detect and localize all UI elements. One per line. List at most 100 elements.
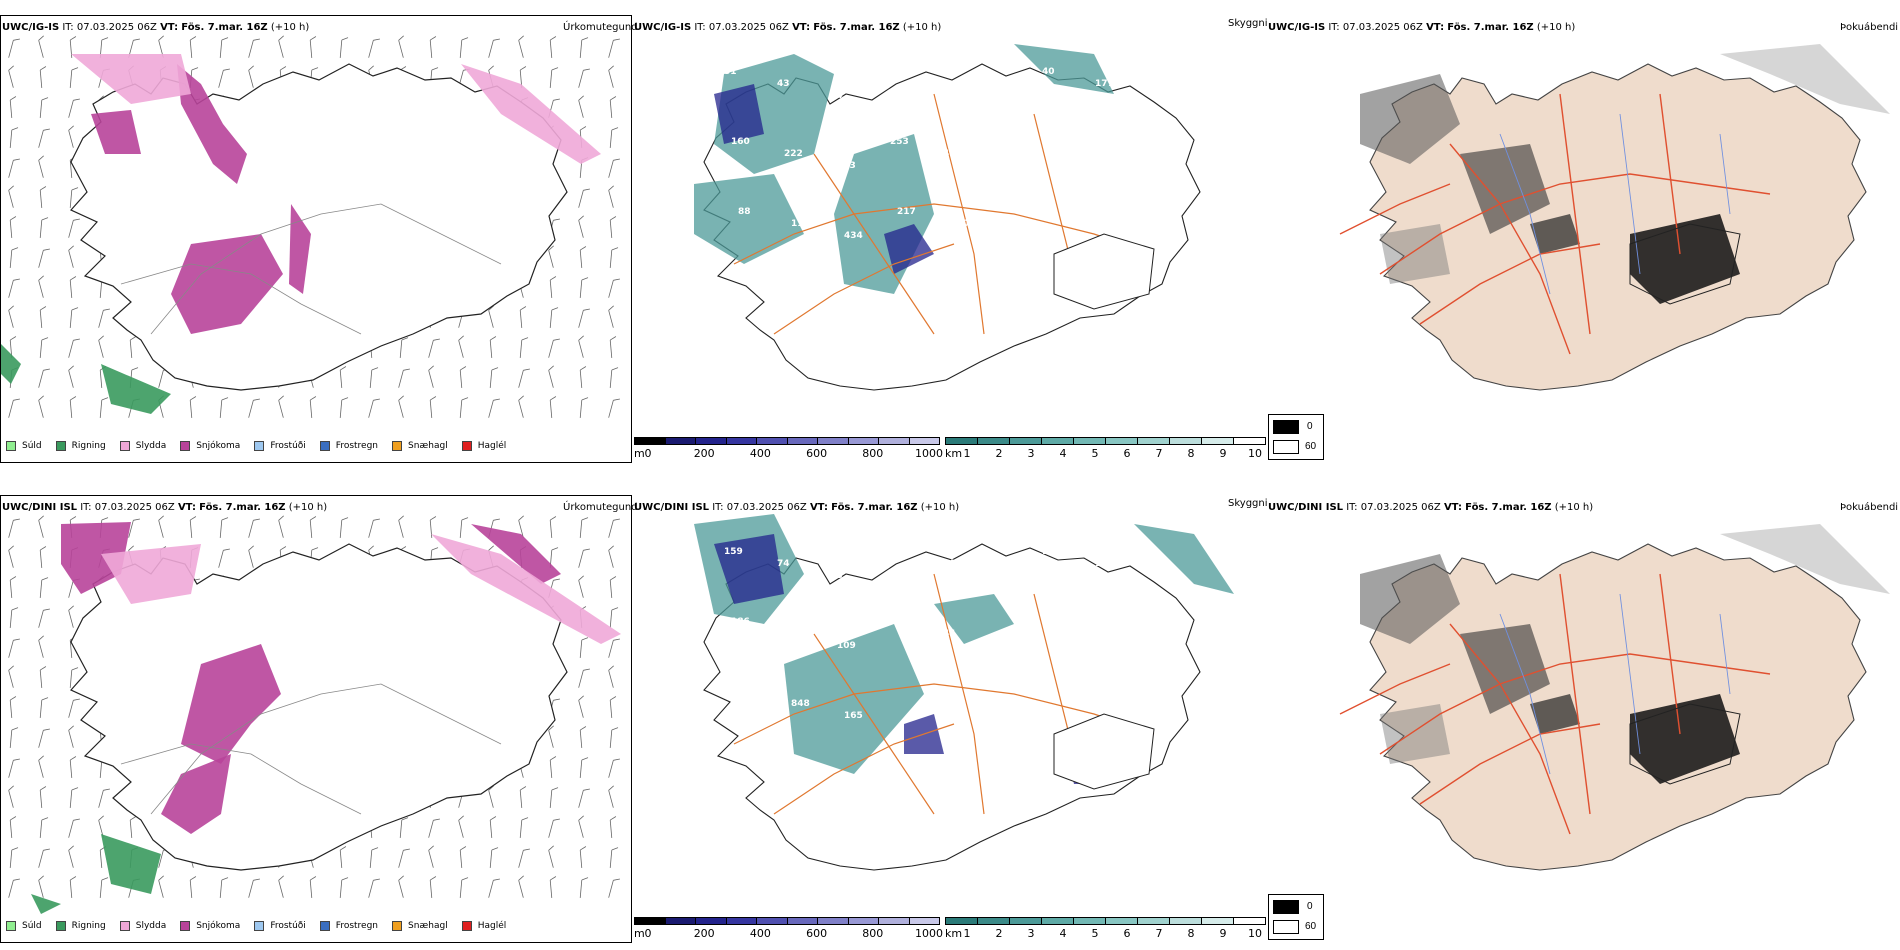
wind-barb-icon: [128, 518, 140, 538]
lead-time: (+10 h): [920, 502, 960, 513]
wind-barb-icon: [38, 128, 50, 148]
visibility-value-label: 105: [1042, 547, 1061, 557]
wind-barb-icon: [39, 97, 49, 119]
precip-title: Úrkomutegund: [563, 22, 638, 33]
legend-swatch: [180, 441, 191, 451]
it-value: 07.03.2025 06Z: [1360, 502, 1441, 513]
wind-barb-icon: [579, 726, 587, 749]
visibility-value-label: 111: [883, 547, 902, 557]
legend-item-rigning: Rigning: [55, 921, 106, 931]
wind-barb-icon: [9, 96, 17, 119]
wind-barb-icon: [608, 758, 620, 778]
colorbar-tick: 9: [1219, 927, 1227, 940]
road-line: [1419, 243, 1601, 325]
colorbar-segment: [908, 437, 940, 445]
precip-area: [91, 110, 141, 154]
it-label: IT:: [80, 502, 92, 513]
wind-barb-icon: [158, 875, 164, 898]
fog-indicator-area: [1630, 694, 1740, 784]
colorbar-segment: [1009, 917, 1042, 925]
glacier-outline: [1053, 713, 1155, 790]
road-line: [150, 203, 502, 335]
wind-barb-icon: [578, 188, 590, 208]
vt-label: VT:: [792, 22, 811, 33]
wind-barb-icon: [219, 397, 229, 419]
wind-barb-icon: [8, 518, 20, 538]
wind-barb-icon: [518, 515, 524, 538]
wind-barb-icon: [429, 876, 437, 899]
visibility-value-label: 253: [890, 137, 909, 147]
wind-barb-icon: [9, 696, 17, 719]
wind-barb-icon: [218, 68, 230, 88]
road-line: [1559, 573, 1591, 815]
colorbar-segment: [695, 917, 727, 925]
colorbar-tick: 200: [693, 447, 715, 460]
visibility-area: [884, 224, 934, 274]
river-line: [1619, 593, 1641, 755]
wind-barb-icon: [549, 756, 557, 779]
visibility-value-label: 112: [791, 219, 810, 229]
legend-swatch: [461, 441, 472, 451]
visibility-value-label: 88: [738, 207, 751, 217]
wind-barb-icon: [248, 545, 254, 568]
legend-item-frostúði: Frostúði: [254, 921, 306, 931]
road-line: [933, 573, 985, 815]
wind-barb-icon: [39, 337, 49, 359]
road-line: [1449, 623, 1571, 835]
wind-barb-icon: [189, 876, 197, 899]
wind-barb-icon: [38, 515, 44, 538]
lead-time: (+10 h): [270, 22, 310, 33]
it-label: IT:: [712, 502, 724, 513]
wind-barb-icon: [98, 815, 104, 838]
legend-label: Súld: [22, 441, 42, 451]
wind-barb-icon: [69, 667, 79, 689]
legend-label: Frostregn: [335, 441, 379, 451]
wind-barb-icon: [39, 306, 47, 329]
fog-map: [1339, 44, 1890, 391]
wind-barb-icon: [129, 816, 137, 839]
wind-barb-icon: [339, 877, 349, 899]
ceiling-colorbar: m 0 200 400 600 800 1000: [634, 437, 943, 461]
colorbar-segment: [878, 437, 910, 445]
visibility-value-label: 95: [738, 687, 751, 697]
wind-barb-icon: [39, 66, 47, 89]
road-line: [813, 153, 935, 335]
visibility-value-label: 637: [1155, 641, 1174, 651]
precip-panel-frame: [0, 15, 632, 463]
wind-barb-icon: [248, 398, 260, 418]
wind-barb-icon: [38, 635, 44, 658]
legend-item-slydda: Slydda: [119, 921, 167, 931]
wind-barb-icon: [578, 668, 590, 688]
wind-barb-icon: [9, 216, 17, 239]
road-line: [773, 243, 955, 335]
wind-barb-icon: [8, 65, 14, 88]
wind-barb-icon: [608, 65, 614, 88]
visibility-value-label: 434: [844, 231, 863, 241]
wind-barb-icon: [608, 878, 620, 898]
wind-barb-icon: [339, 517, 349, 539]
fog-indicator-area: [1460, 144, 1550, 234]
road-line: [1379, 653, 1771, 755]
road-line: [773, 723, 955, 815]
colorbar-segment: [1041, 917, 1074, 925]
legend-label: Slydda: [135, 921, 167, 931]
visibility-value-label: 231: [1155, 161, 1174, 171]
it-value: 07.03.2025 06Z: [1342, 22, 1423, 33]
wind-barb-icon: [519, 817, 529, 839]
legend-label: Haglél: [477, 921, 507, 931]
wind-barb-icon: [578, 335, 584, 358]
visibility-value-label: 159: [724, 547, 743, 557]
precip-area: [101, 364, 171, 414]
wind-barb-icon: [518, 848, 530, 868]
wind-barb-icon: [578, 695, 584, 718]
vt-value: Fös. 7.mar. 16Z: [1465, 502, 1552, 513]
colorbar-unit: km: [945, 927, 963, 940]
wind-barb-icon: [38, 728, 50, 748]
precip-area: [181, 644, 281, 764]
wind-barb-icon: [68, 605, 74, 628]
wind-barb-icon: [9, 727, 19, 749]
wind-barb-icon: [219, 877, 229, 899]
colorbar-segment: [878, 917, 910, 925]
wind-barb-icon: [429, 396, 437, 419]
colorbar-tick: 2: [995, 447, 1003, 460]
